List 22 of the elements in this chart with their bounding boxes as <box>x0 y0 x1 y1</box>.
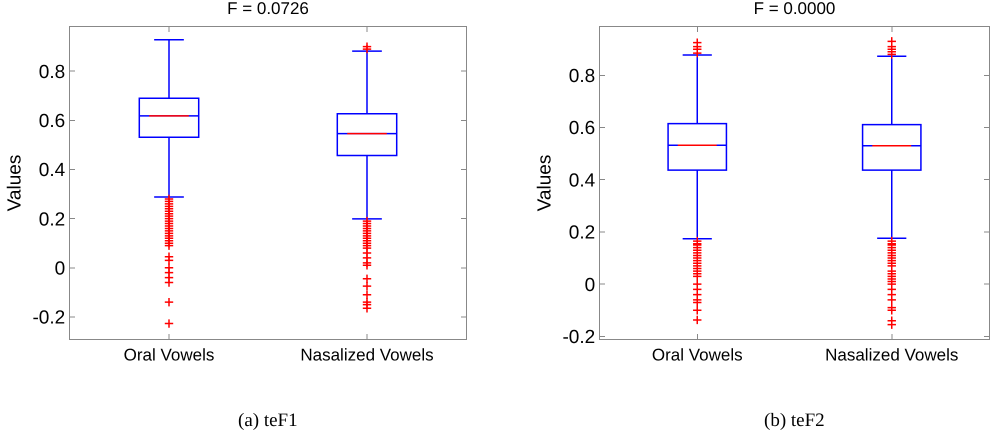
y-axis-title: Values <box>4 154 26 212</box>
y-tick-label: 0.6 <box>38 111 66 132</box>
chart-title: F = 0.0000 <box>754 0 836 18</box>
x-tick-label: Oral Vowels <box>124 345 214 364</box>
y-tick-label: 0.8 <box>568 66 596 87</box>
y-tick-label: -0.2 <box>32 308 66 329</box>
y-tick-label: 0.4 <box>38 160 66 182</box>
y-tick-label: 0.2 <box>38 209 66 230</box>
x-tick-label: Oral Vowels <box>652 345 743 364</box>
x-tick-label: Nasalized Vowels <box>300 345 434 364</box>
y-tick-label: 0 <box>584 274 596 296</box>
text: (b) teF2 <box>764 410 825 431</box>
chart-title: F = 0.0726 <box>227 0 309 18</box>
x-tick-label: Nasalized Vowels <box>825 345 958 364</box>
y-tick-label: 0.2 <box>568 222 596 244</box>
y-tick-label: 0.6 <box>568 118 596 140</box>
y-tick-label: 0.8 <box>38 62 66 83</box>
y-tick-label: 0.4 <box>568 170 596 192</box>
y-axis-title: Values <box>534 154 556 212</box>
text: (a) teF1 <box>238 410 298 431</box>
y-tick-label: 0 <box>54 258 66 280</box>
y-tick-label: -0.2 <box>562 327 596 348</box>
